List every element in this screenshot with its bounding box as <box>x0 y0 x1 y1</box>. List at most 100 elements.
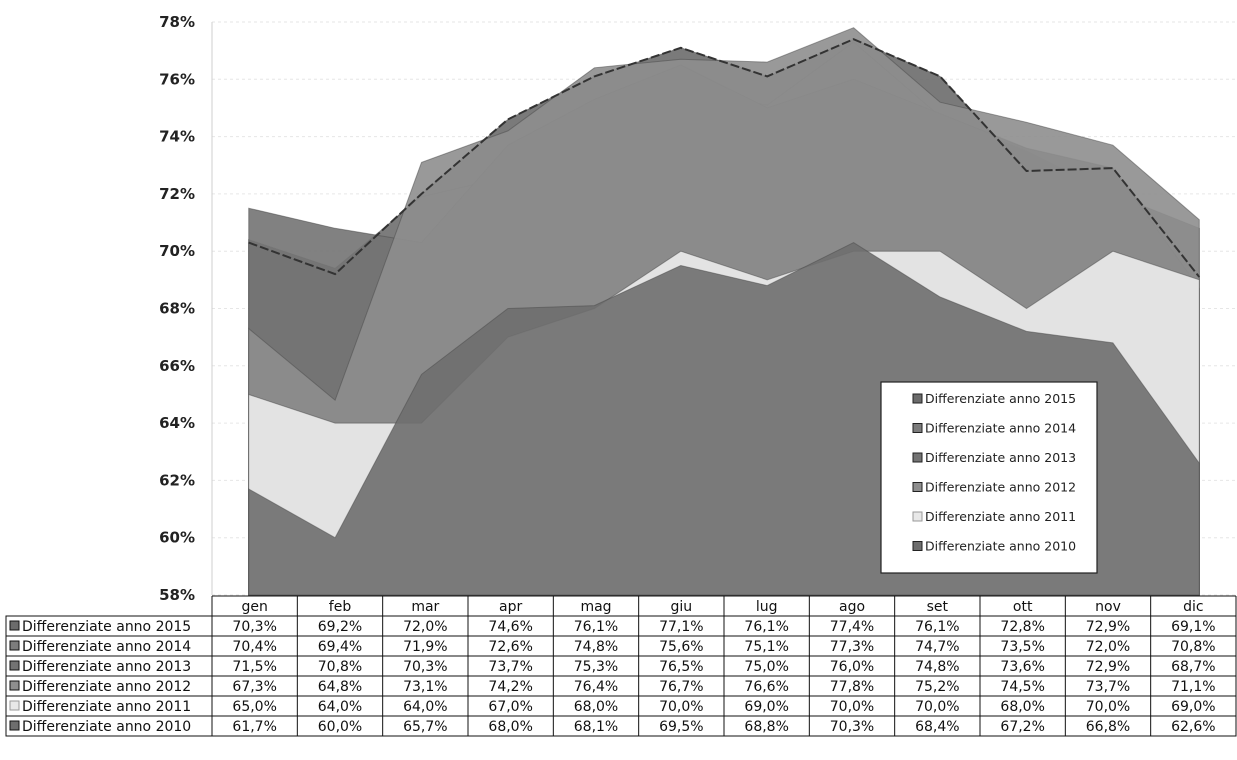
data-label: 74,8% <box>574 639 618 655</box>
data-label: 68,4% <box>915 719 959 735</box>
data-label: 70,0% <box>659 699 703 715</box>
y-tick-label: 60% <box>159 529 195 547</box>
data-label: 72,0% <box>403 619 447 635</box>
data-label: 72,9% <box>1086 659 1130 675</box>
x-tick-label: mag <box>580 599 611 615</box>
y-tick-label: 74% <box>159 128 195 146</box>
data-label: 76,6% <box>744 679 788 695</box>
data-table: gen feb mar apr mag giu lug ago set ott nov dic Diff… <box>5 595 1237 737</box>
legend-label: Differenziate anno 2012 <box>925 480 1076 495</box>
legend-label: Differenziate anno 2015 <box>925 391 1076 406</box>
row-label: Differenziate anno 2014 <box>22 639 191 655</box>
data-label: 76,0% <box>830 659 874 675</box>
data-label: 77,1% <box>659 619 703 635</box>
data-label: 62,6% <box>1171 719 1215 735</box>
data-label: 77,3% <box>830 639 874 655</box>
data-label: 68,0% <box>488 719 532 735</box>
data-label: 68,1% <box>574 719 618 735</box>
data-label: 75,1% <box>744 639 788 655</box>
data-label: 74,8% <box>915 659 959 675</box>
legend-label: Differenziate anno 2011 <box>925 509 1076 524</box>
data-label: 75,0% <box>744 659 788 675</box>
legend-label: Differenziate anno 2014 <box>925 421 1076 436</box>
legend-swatch <box>912 541 923 551</box>
data-label: 73,5% <box>1000 639 1044 655</box>
data-label: 64,0% <box>403 699 447 715</box>
y-tick-label: 76% <box>159 70 195 88</box>
data-label: 72,0% <box>1086 639 1130 655</box>
data-label: 69,1% <box>1171 619 1215 635</box>
row-label: Differenziate anno 2011 <box>22 699 191 715</box>
data-label: 70,3% <box>232 619 276 635</box>
data-label: 69,0% <box>744 699 788 715</box>
y-tick-label: 58% <box>159 586 195 604</box>
data-label: 69,4% <box>318 639 362 655</box>
x-tick-label: feb <box>329 599 352 615</box>
x-tick-label: apr <box>499 599 522 615</box>
data-label: 68,7% <box>1171 659 1215 675</box>
row-label: Differenziate anno 2010 <box>22 719 191 735</box>
row-swatch <box>9 620 20 631</box>
data-label: 72,8% <box>1000 619 1044 635</box>
data-label: 76,4% <box>574 679 618 695</box>
data-label: 74,6% <box>488 619 532 635</box>
data-label: 75,3% <box>574 659 618 675</box>
data-label: 70,8% <box>318 659 362 675</box>
y-tick-label: 72% <box>159 185 195 203</box>
data-label: 73,6% <box>1000 659 1044 675</box>
row-label: Differenziate anno 2012 <box>22 679 191 695</box>
data-label: 74,2% <box>488 679 532 695</box>
data-label: 67,0% <box>488 699 532 715</box>
legend: Differenziate anno 2015 Differenziate ann… <box>880 381 1098 574</box>
data-label: 76,1% <box>915 619 959 635</box>
data-label: 73,7% <box>1086 679 1130 695</box>
y-axis: 58% 60% 62% 64% 66% 68% 70% 72% 74% 76% 78% <box>159 13 195 604</box>
data-label: 73,7% <box>488 659 532 675</box>
data-label: 66,8% <box>1086 719 1130 735</box>
data-label: 77,8% <box>830 679 874 695</box>
data-label: 61,7% <box>232 719 276 735</box>
data-label: 60,0% <box>318 719 362 735</box>
x-tick-label: lug <box>756 599 778 615</box>
data-label: 76,1% <box>574 619 618 635</box>
data-label: 77,4% <box>830 619 874 635</box>
data-label: 64,8% <box>318 679 362 695</box>
x-tick-label: dic <box>1183 599 1203 615</box>
data-label: 73,1% <box>403 679 447 695</box>
legend-swatch <box>912 482 923 492</box>
data-label: 70,4% <box>232 639 276 655</box>
x-tick-label: ott <box>1013 599 1033 615</box>
data-label: 72,6% <box>488 639 532 655</box>
data-label: 76,7% <box>659 679 703 695</box>
data-label: 74,5% <box>1000 679 1044 695</box>
data-label: 70,0% <box>915 699 959 715</box>
row-label: Differenziate anno 2015 <box>22 619 191 635</box>
data-label: 70,3% <box>830 719 874 735</box>
row-swatch <box>9 640 20 651</box>
data-label: 74,7% <box>915 639 959 655</box>
y-tick-label: 66% <box>159 357 195 375</box>
data-label: 65,7% <box>403 719 447 735</box>
data-label: 71,9% <box>403 639 447 655</box>
data-label: 70,8% <box>1171 639 1215 655</box>
x-tick-label: giu <box>671 599 693 615</box>
row-swatch <box>9 700 20 711</box>
legend-label: Differenziate anno 2010 <box>925 539 1076 554</box>
data-label: 71,5% <box>232 659 276 675</box>
row-label: Differenziate anno 2013 <box>22 659 191 675</box>
legend-swatch <box>912 511 923 522</box>
y-tick-label: 62% <box>159 471 195 489</box>
data-label: 70,0% <box>1086 699 1130 715</box>
data-label: 69,2% <box>318 619 362 635</box>
data-label: 67,3% <box>232 679 276 695</box>
data-label: 64,0% <box>318 699 362 715</box>
data-label: 67,2% <box>1000 719 1044 735</box>
row-swatch <box>9 680 20 691</box>
data-label: 69,5% <box>659 719 703 735</box>
data-label: 71,1% <box>1171 679 1215 695</box>
legend-swatch <box>912 393 923 404</box>
row-swatch <box>9 660 20 671</box>
y-tick-label: 68% <box>159 300 195 318</box>
data-label: 68,8% <box>744 719 788 735</box>
